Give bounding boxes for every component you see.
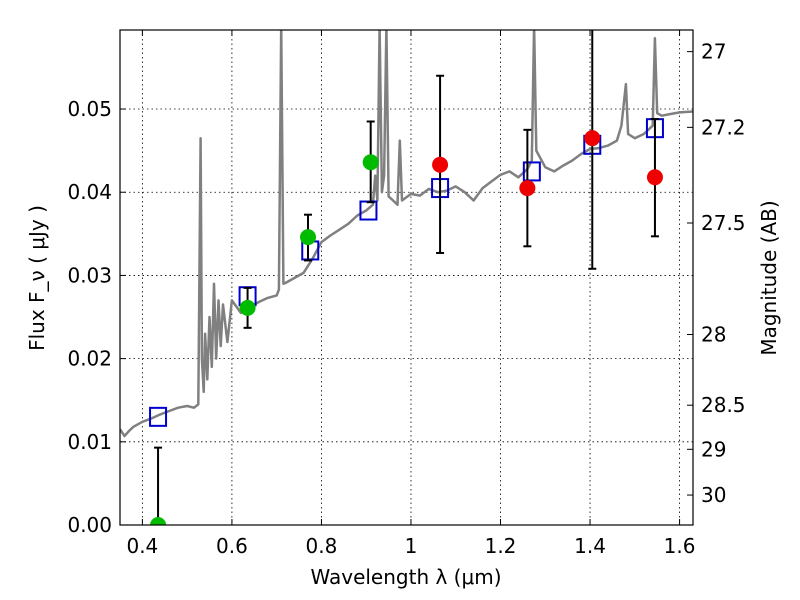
y2-tick-label: 27 bbox=[701, 40, 726, 64]
x-tick-label: 1 bbox=[405, 534, 418, 558]
observed-point-1 bbox=[239, 299, 256, 316]
y2-tick-label: 27.2 bbox=[701, 115, 746, 139]
observed-point-3 bbox=[362, 154, 379, 171]
y-tick-label: 0.04 bbox=[67, 180, 112, 204]
y-tick-label: 0.00 bbox=[67, 513, 112, 537]
observed-point-7 bbox=[646, 169, 663, 186]
y-tick-label: 0.01 bbox=[67, 430, 112, 454]
synthetic-photometry-marker-0 bbox=[149, 406, 168, 427]
x-tick-label: 0.6 bbox=[216, 534, 248, 558]
y2-axis-label: Magnitude (AB) bbox=[757, 200, 781, 355]
y2-tick-label: 28.5 bbox=[701, 393, 746, 417]
x-tick-label: 0.4 bbox=[126, 534, 158, 558]
x-tick-label: 0.8 bbox=[306, 534, 338, 558]
y2-tick-label: 30 bbox=[701, 483, 726, 507]
synthetic-photometry-marker-5 bbox=[522, 161, 541, 182]
observed-point-4 bbox=[432, 156, 449, 173]
plot-frame bbox=[119, 29, 694, 526]
y2-tick-label: 27.5 bbox=[701, 211, 746, 235]
y-axis-label: Flux F_ν ( μJy ) bbox=[25, 205, 49, 351]
data-layer bbox=[120, 30, 693, 525]
x-tick-label: 1.2 bbox=[485, 534, 517, 558]
model-spectrum-line bbox=[120, 30, 693, 438]
observed-point-0 bbox=[150, 517, 167, 525]
axis-ticks: 0.4 0.6 0.8 1 1.2 1.4 1.6 0.00 0.01 0.02 0.03 0.04 0… bbox=[67, 30, 746, 558]
x-axis-label: Wavelength λ (μm) bbox=[310, 565, 501, 589]
x-tick-label: 1.4 bbox=[574, 534, 606, 558]
observed-point-5 bbox=[519, 180, 536, 197]
observed-point-6 bbox=[584, 130, 601, 147]
x-tick-label: 1.6 bbox=[664, 534, 696, 558]
y2-tick-label: 29 bbox=[701, 437, 726, 461]
observed-point-2 bbox=[300, 229, 317, 246]
y-tick-label: 0.03 bbox=[67, 263, 112, 287]
y-tick-label: 0.02 bbox=[67, 347, 112, 371]
y2-tick-label: 28 bbox=[701, 322, 726, 346]
y-tick-label: 0.05 bbox=[67, 97, 112, 121]
